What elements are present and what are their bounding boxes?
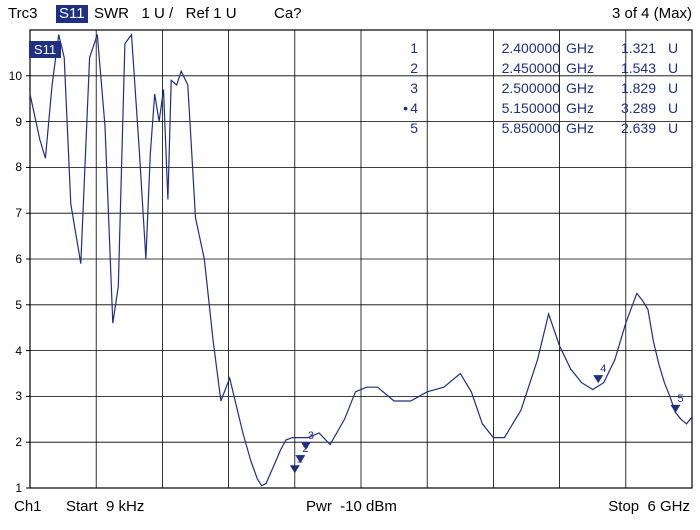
- trace-count: 3 of 4 (Max): [611, 5, 692, 22]
- marker-frequency: 5.150000: [501, 100, 560, 116]
- marker-value: 3.289: [620, 100, 656, 116]
- value-unit: U: [668, 60, 679, 76]
- y-tick-label: 10: [8, 68, 22, 83]
- marker-row[interactable]: 1 2.400000 GHz 1.321 U: [380, 38, 680, 58]
- power-level[interactable]: Pwr -10 dBm: [306, 498, 397, 515]
- marker-triangle: [593, 375, 604, 384]
- y-axis-ticks: [26, 75, 30, 489]
- marker-row[interactable]: • 4 5.150000 GHz 3.289 U: [380, 98, 680, 118]
- active-marker-indicator: •: [403, 100, 408, 116]
- marker-row[interactable]: 2 2.450000 GHz 1.543 U: [380, 58, 680, 78]
- marker-label: 3: [308, 430, 314, 442]
- y-tick-label: 6: [15, 252, 22, 266]
- calibration-status: Ca?: [274, 5, 302, 22]
- y-tick-label: 4: [15, 343, 22, 358]
- y-tick-label: 1: [15, 481, 22, 495]
- marker-frequency: 2.500000: [501, 80, 560, 96]
- frequency-unit: GHz: [566, 120, 594, 136]
- marker-number: 5: [410, 120, 418, 136]
- frequency-unit: GHz: [566, 40, 594, 56]
- frequency-unit: GHz: [566, 80, 594, 96]
- value-unit: U: [668, 120, 679, 136]
- marker-row[interactable]: 3 2.500000 GHz 1.829 U: [380, 78, 680, 98]
- frequency-unit: GHz: [566, 100, 594, 116]
- marker-triangle: [295, 455, 306, 464]
- y-tick-label: 8: [15, 160, 22, 175]
- marker-number: 3: [410, 80, 418, 96]
- channel-label[interactable]: Ch1: [14, 498, 42, 515]
- marker-number: 1: [410, 40, 418, 56]
- value-unit: U: [668, 40, 679, 56]
- y-tick-label: 2: [15, 435, 22, 450]
- marker-triangle: [289, 465, 300, 474]
- marker-value: 2.639: [620, 120, 656, 136]
- start-frequency[interactable]: Start 9 kHz: [66, 498, 145, 515]
- frequency-unit: GHz: [566, 60, 594, 76]
- y-tick-label: 5: [15, 297, 22, 312]
- marker-value: 1.321: [620, 40, 656, 56]
- marker-frequency: 2.400000: [501, 40, 560, 56]
- marker-label: 5: [677, 393, 683, 405]
- measurement-label[interactable]: S11: [56, 5, 88, 23]
- value-unit: U: [668, 80, 679, 96]
- s11-trace: [29, 32, 693, 487]
- marker-number: 2: [410, 60, 418, 76]
- marker-table: 1 2.400000 GHz 1.321 U 2 2.450000 GHz 1.…: [380, 38, 680, 138]
- marker-value: 1.543: [620, 60, 656, 76]
- trace-tag[interactable]: S11: [29, 41, 61, 58]
- marker-triangle: [670, 404, 681, 413]
- marker-label: 4: [600, 363, 606, 375]
- y-tick-label: 9: [15, 114, 22, 129]
- marker-frequency: 5.850000: [501, 120, 560, 136]
- marker-frequency: 2.450000: [501, 60, 560, 76]
- trace-label[interactable]: Trc3: [8, 5, 38, 22]
- y-tick-label: 3: [15, 389, 22, 404]
- format-scale-label[interactable]: SWR 1 U / Ref 1 U: [94, 5, 237, 22]
- marker-triangle: [300, 442, 311, 451]
- marker-value: 1.829: [620, 80, 656, 96]
- marker-number: 4: [410, 100, 418, 116]
- marker-row[interactable]: 5 5.850000 GHz 2.639 U: [380, 118, 680, 138]
- marker-symbols: 12345: [289, 363, 684, 474]
- y-tick-label: 7: [15, 206, 22, 221]
- stop-frequency[interactable]: Stop 6 GHz: [608, 498, 690, 515]
- value-unit: U: [668, 100, 679, 116]
